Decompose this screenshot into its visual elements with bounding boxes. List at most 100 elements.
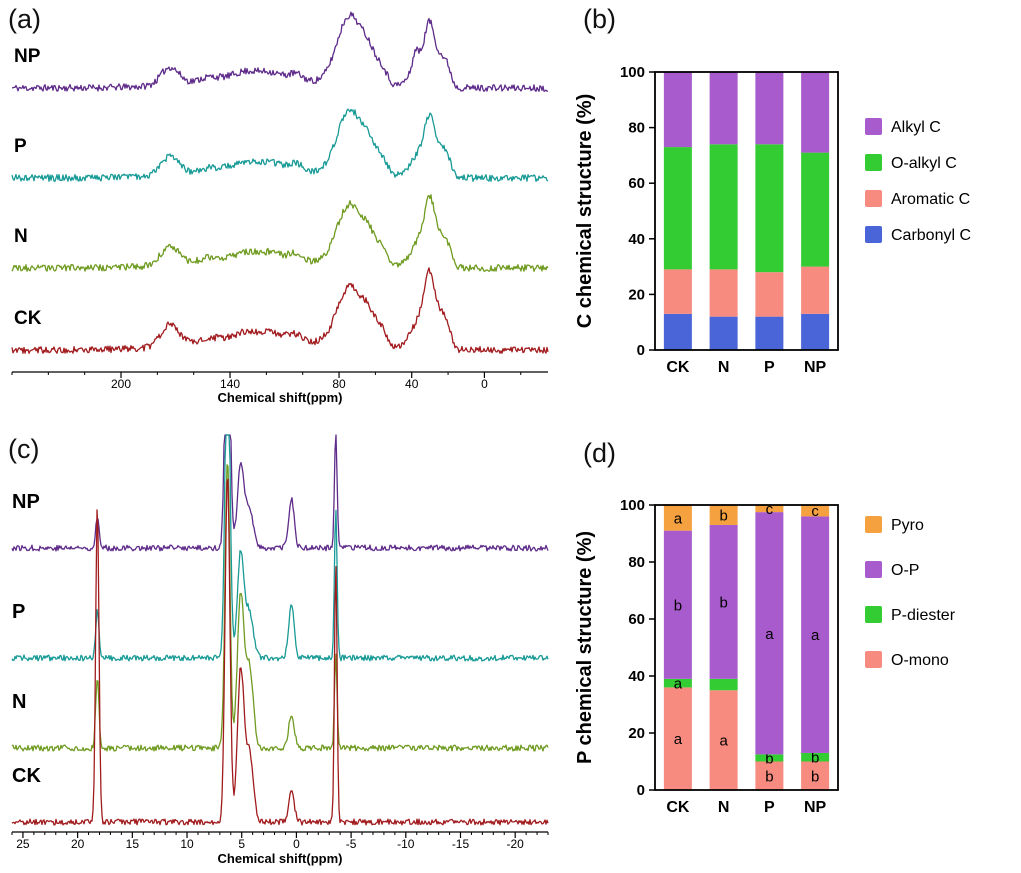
- legend-swatch: [865, 651, 882, 668]
- c13-nmr-spectra-chart: 200 140 80 40 0 Chemical shift(ppm) NP P N CK: [11, 11, 549, 405]
- trace-N: [11, 194, 549, 272]
- trace-CK: [11, 478, 549, 826]
- legend-item-Alkyl C: Alkyl C: [865, 118, 941, 136]
- trace-label-CK: CK: [12, 765, 41, 787]
- bar-segment-P-Carbonyl C: [755, 316, 784, 350]
- bar-segment-N-P-diester: [709, 678, 738, 691]
- significance-letter: b: [674, 597, 682, 614]
- bar-segment-NP-Pyro: [801, 505, 830, 517]
- panel-label-d: (d): [583, 438, 616, 468]
- bar-segment-NP-O-mono: [801, 761, 830, 790]
- significance-letter: b: [765, 768, 773, 785]
- x-tick-label: 80: [332, 377, 346, 391]
- bar-segment-N-Aromatic C: [709, 269, 738, 317]
- x-tick-label: 15: [126, 837, 140, 851]
- bar-segment-P-O-alkyl C: [755, 144, 784, 273]
- x-axis-label: Chemical shift(ppm): [218, 851, 343, 866]
- bar-segment-NP-O-P: [801, 516, 830, 753]
- category-label-CK: CK: [666, 359, 690, 376]
- significance-letter: a: [674, 731, 683, 748]
- bar-segment-CK-P-diester: [663, 678, 692, 688]
- legend-swatch: [865, 606, 882, 623]
- significance-letter: b: [719, 507, 727, 524]
- trace-label-NP: NP: [14, 46, 41, 67]
- y-tick-label: 20: [628, 286, 645, 303]
- y-axis-label: C chemical structure (%): [574, 94, 596, 329]
- legend-item-Carbonyl C: Carbonyl C: [865, 226, 971, 244]
- bar-segment-NP-Carbonyl C: [801, 313, 830, 350]
- trace-label-N: N: [12, 691, 26, 713]
- significance-letter: c: [766, 501, 774, 518]
- plot-frame: [654, 71, 839, 351]
- category-label-CK: CK: [666, 799, 690, 816]
- x-tick-label: 140: [220, 377, 240, 391]
- legend-swatch: [865, 226, 882, 243]
- bar-segment-N-O-alkyl C: [709, 144, 738, 270]
- x-tick-label: -10: [397, 837, 415, 851]
- y-tick-label: 0: [637, 782, 645, 799]
- category-label-NP: NP: [804, 799, 827, 816]
- significance-letter: a: [811, 627, 820, 644]
- plot-frame: [654, 504, 839, 791]
- significance-letter: b: [811, 750, 819, 767]
- category-label-N: N: [718, 799, 730, 816]
- bar-segment-P-Aromatic C: [755, 272, 784, 317]
- panel-label-a: (a): [8, 4, 41, 34]
- legend-label: O-alkyl C: [891, 155, 957, 172]
- legend-swatch: [865, 190, 882, 207]
- significance-letter: a: [674, 676, 683, 693]
- trace-label-NP: NP: [12, 491, 40, 513]
- significance-letter: c: [811, 503, 819, 520]
- bar-segment-P-P-diester: [755, 754, 784, 762]
- legend-swatch: [865, 516, 882, 533]
- legend-label: Aromatic C: [891, 191, 970, 208]
- legend-label: O-mono: [891, 652, 949, 669]
- bar-segment-CK-O-alkyl C: [663, 147, 692, 270]
- trace-P: [11, 108, 549, 182]
- category-label-P: P: [764, 359, 775, 376]
- legend-item-O-alkyl C: O-alkyl C: [865, 154, 957, 172]
- x-tick-label: 40: [405, 377, 419, 391]
- category-label-P: P: [764, 799, 775, 816]
- bar-segment-CK-O-mono: [663, 687, 692, 790]
- y-tick-label: 0: [637, 342, 645, 359]
- trace-P: [11, 434, 549, 662]
- x-tick-label: -20: [507, 837, 525, 851]
- bar-segment-NP-Aromatic C: [801, 266, 830, 314]
- panel-c-p31-spectra: (c) 25 20 15 10 5 0 -5 -10 -15 -20 Chemical shift(…: [0, 430, 565, 873]
- legend-swatch: [865, 118, 882, 135]
- category-label-N: N: [718, 359, 730, 376]
- panel-label-b: (b): [583, 4, 616, 34]
- x-tick-label: 0: [481, 377, 488, 391]
- x-axis-label: Chemical shift(ppm): [218, 390, 343, 405]
- legend-label: Pyro: [891, 517, 924, 534]
- legend-label: Alkyl C: [891, 119, 941, 136]
- panel-d-p-structure-bars: (d) P chemical structure (%) 0 20 40 60 80 100…: [565, 430, 1021, 873]
- bar-segment-CK-Aromatic C: [663, 269, 692, 314]
- p31-nmr-spectra-chart: 25 20 15 10 5 0 -5 -10 -15 -20 Chemical shift(ppm)…: [11, 434, 549, 866]
- trace-N: [11, 464, 549, 752]
- y-axis-label: P chemical structure (%): [574, 531, 596, 764]
- legend-item-O-P: O-P: [865, 561, 919, 579]
- bar-segment-P-O-mono: [755, 761, 784, 790]
- bar-segment-P-Pyro: [755, 505, 784, 513]
- bar-segment-N-O-P: [709, 524, 738, 679]
- x-tick-label: -15: [452, 837, 470, 851]
- legend-label: Carbonyl C: [891, 227, 971, 244]
- bar-segment-CK-Carbonyl C: [663, 313, 692, 350]
- legend-label: P-diester: [891, 607, 956, 624]
- bar-segment-N-Alkyl C: [709, 72, 738, 145]
- x-tick-label: 200: [111, 377, 131, 391]
- y-tick-label: 80: [628, 120, 645, 137]
- x-tick-label: -5: [346, 837, 357, 851]
- significance-letter: a: [719, 733, 728, 750]
- legend-swatch: [865, 561, 882, 578]
- y-tick-label: 40: [628, 668, 645, 685]
- x-tick-label: 20: [71, 837, 85, 851]
- trace-label-N: N: [14, 226, 28, 247]
- bar-segment-CK-Pyro: [663, 505, 692, 531]
- trace-label-P: P: [14, 136, 27, 157]
- trace-CK: [11, 267, 549, 354]
- significance-letter: b: [765, 750, 773, 767]
